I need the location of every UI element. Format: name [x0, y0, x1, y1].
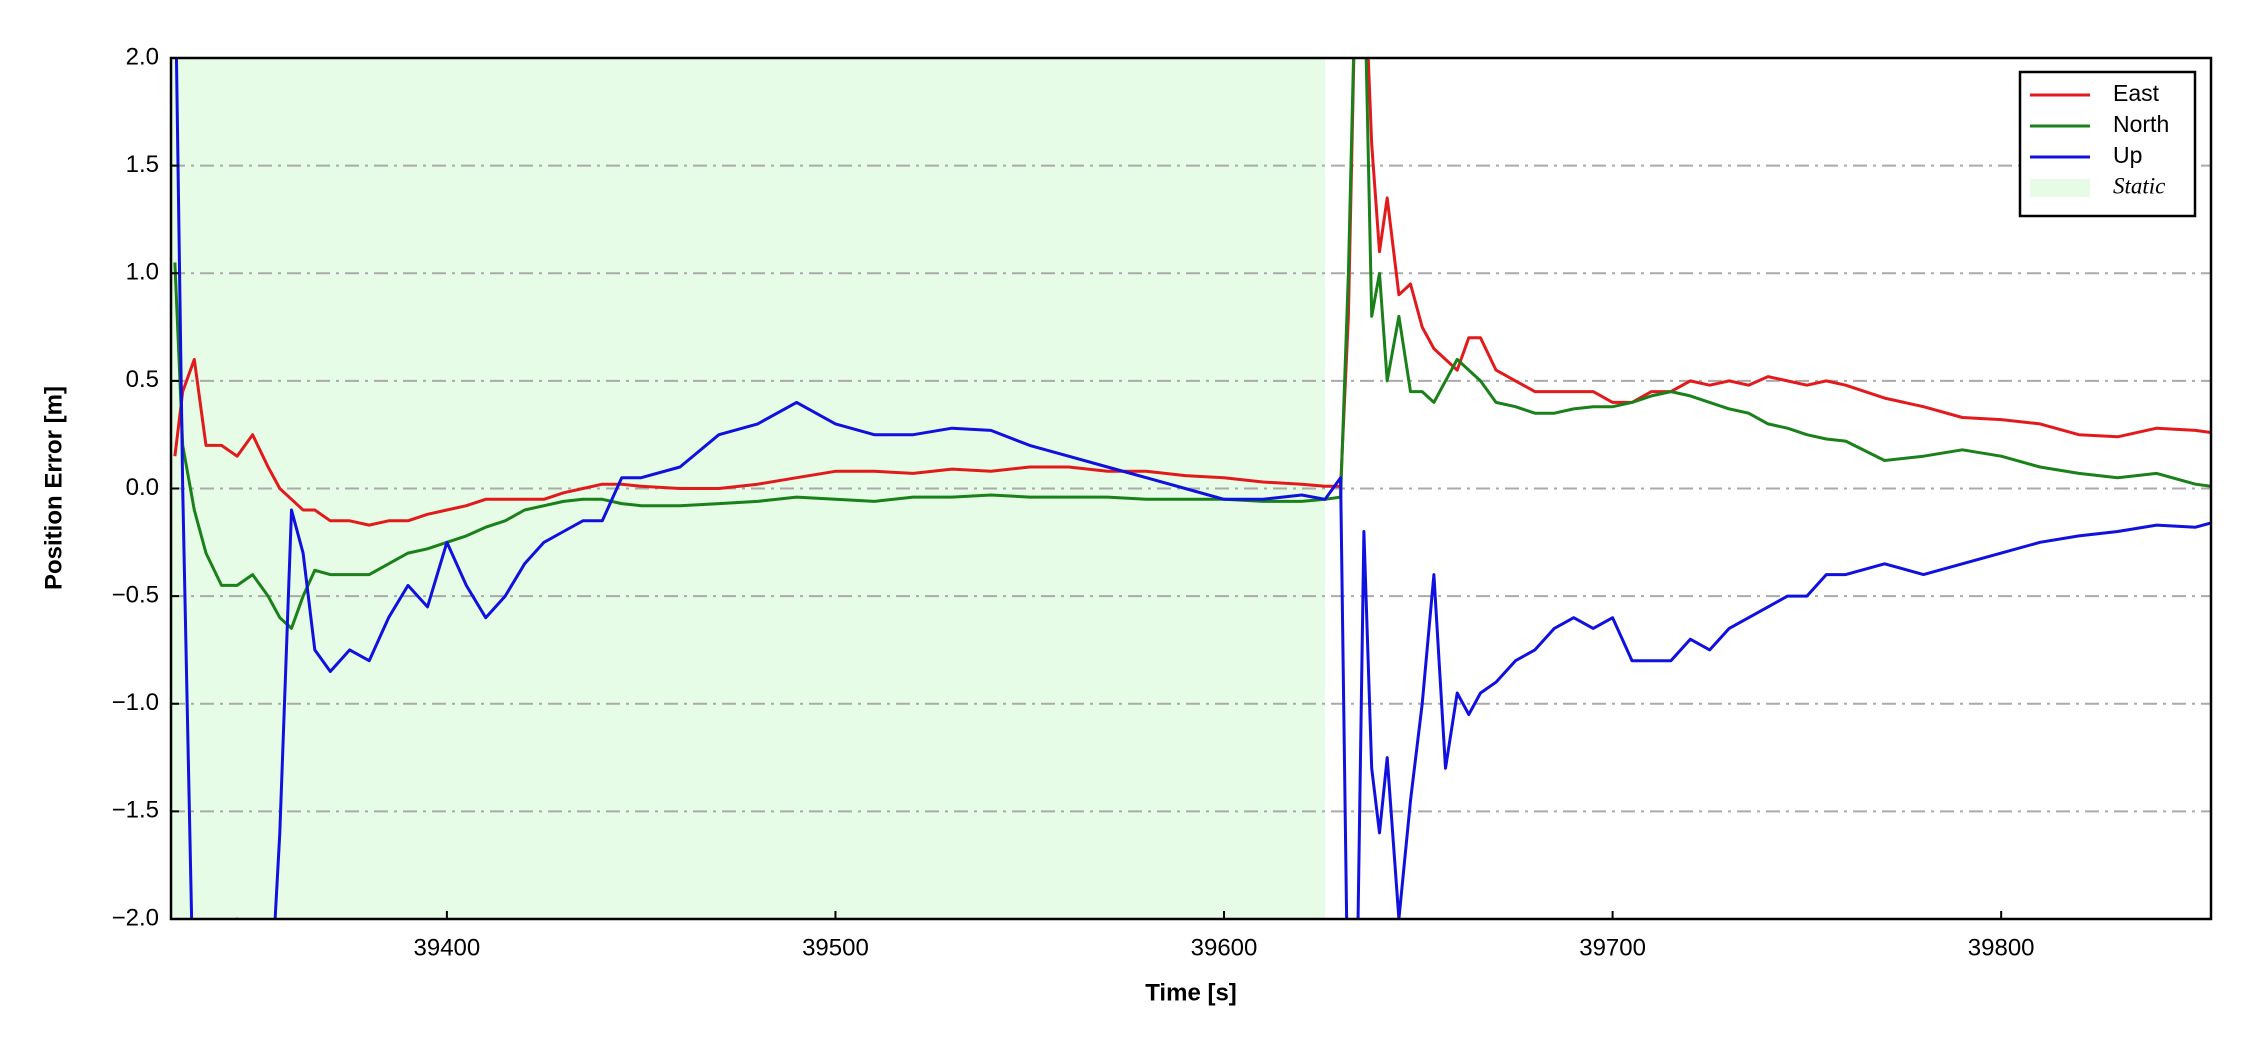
y-tick-label: 1.5 — [126, 151, 159, 178]
grid — [171, 164, 2211, 813]
y-axis-title: Position Error [m] — [40, 386, 67, 590]
lines — [173, 58, 2211, 919]
y-tick-label: 0.5 — [126, 366, 159, 393]
series-line — [173, 58, 2211, 527]
x-tick-label: 39700 — [1579, 934, 1646, 961]
legend-label: East — [2113, 80, 2160, 106]
legend-swatch — [2030, 179, 2090, 197]
y-tick-label: 0.0 — [126, 474, 159, 501]
series-line — [173, 58, 2211, 630]
y-tick-label: 1.0 — [126, 259, 159, 286]
legend: East North Up Static — [2018, 70, 2197, 218]
axes: −2.0 −1.5 −1.0 −0.5 0.0 0.5 1.0 1.5 2.0 39400 3950… — [112, 43, 2035, 961]
y-tick-label: 2.0 — [126, 43, 159, 70]
series-line — [174, 58, 2211, 919]
x-tick-label: 39800 — [1968, 934, 2035, 961]
y-tick-label: −0.5 — [112, 581, 159, 608]
x-axis-title: Time [s] — [1145, 979, 1237, 1006]
y-tick-label: −1.5 — [112, 797, 159, 824]
x-tick-label: 39600 — [1191, 934, 1258, 961]
y-tick-label: −1.0 — [112, 689, 159, 716]
static-span — [171, 58, 1326, 919]
y-tick-label: −2.0 — [112, 904, 159, 931]
x-tick-label: 39400 — [414, 934, 481, 961]
legend-label: North — [2113, 111, 2169, 137]
plot-background — [171, 58, 1326, 919]
x-tick-label: 39500 — [802, 934, 869, 961]
legend-label: Static — [2113, 173, 2165, 198]
legend-label: Up — [2113, 142, 2142, 168]
